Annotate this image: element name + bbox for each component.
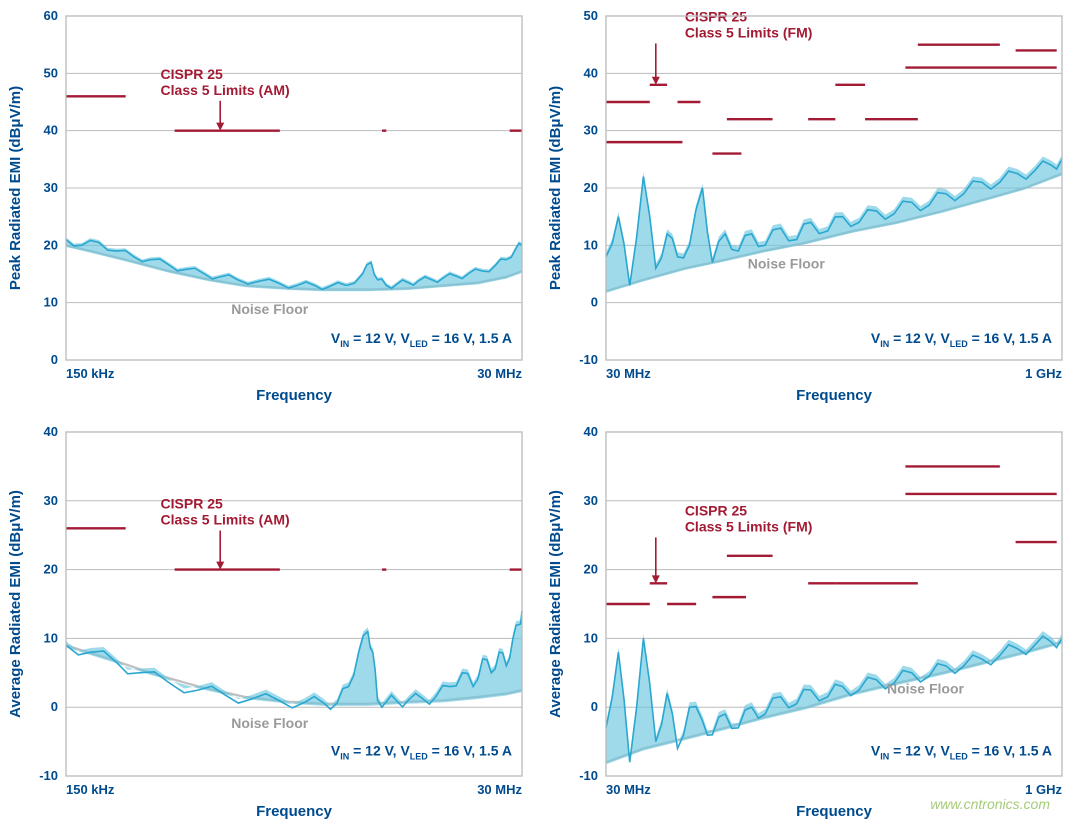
svg-text:10: 10 [44,630,58,645]
svg-text:150 kHz: 150 kHz [66,366,115,381]
svg-text:-10: -10 [39,768,58,783]
svg-text:Noise Floor: Noise Floor [887,680,965,696]
svg-text:50: 50 [584,8,598,23]
svg-text:0: 0 [591,699,598,714]
svg-text:Class 5 Limits (FM): Class 5 Limits (FM) [685,24,813,40]
panel-tl: 0 10 20 30 40 50 60 CISPR 25Class 5 Limits (AM)… [0,0,540,416]
svg-text:Peak Radiated EMI (dBμV/m): Peak Radiated EMI (dBμV/m) [7,86,24,290]
svg-text:1 GHz: 1 GHz [1025,782,1062,797]
panel-br: -10 0 10 20 30 40 CISPR 25Class 5 Limits (FM) N… [540,416,1080,832]
svg-text:40: 40 [44,123,58,138]
svg-text:Average Radiated EMI (dBμV/m): Average Radiated EMI (dBμV/m) [7,490,24,718]
svg-text:20: 20 [584,562,598,577]
svg-text:Frequency: Frequency [796,387,873,404]
svg-text:CISPR 25: CISPR 25 [685,502,747,518]
svg-text:10: 10 [44,295,58,310]
svg-text:10: 10 [584,237,598,252]
svg-text:30: 30 [584,493,598,508]
svg-text:Frequency: Frequency [256,803,333,820]
svg-text:Noise Floor: Noise Floor [748,255,826,271]
svg-text:Peak Radiated EMI (dBμV/m): Peak Radiated EMI (dBμV/m) [547,86,564,290]
svg-text:1 GHz: 1 GHz [1025,366,1062,381]
svg-text:30 MHz: 30 MHz [606,366,651,381]
svg-text:Average Radiated EMI (dBμV/m): Average Radiated EMI (dBμV/m) [547,490,564,718]
svg-text:30: 30 [44,493,58,508]
svg-text:30: 30 [44,180,58,195]
svg-text:20: 20 [44,562,58,577]
svg-text:60: 60 [44,8,58,23]
svg-text:CISPR 25: CISPR 25 [161,66,223,82]
svg-text:0: 0 [51,699,58,714]
svg-text:Frequency: Frequency [796,803,873,820]
svg-text:Frequency: Frequency [256,387,333,404]
svg-text:CISPR 25: CISPR 25 [161,496,223,512]
svg-text:20: 20 [584,180,598,195]
svg-text:0: 0 [591,295,598,310]
svg-text:20: 20 [44,237,58,252]
svg-text:Class 5 Limits (AM): Class 5 Limits (AM) [161,512,290,528]
svg-text:Noise Floor: Noise Floor [231,715,309,731]
watermark: www.cntronics.com [930,796,1050,812]
svg-text:30 MHz: 30 MHz [477,366,522,381]
svg-text:-10: -10 [579,352,598,367]
svg-text:30: 30 [584,123,598,138]
svg-text:30 MHz: 30 MHz [477,782,522,797]
svg-text:40: 40 [584,65,598,80]
svg-text:40: 40 [584,424,598,439]
svg-text:30 MHz: 30 MHz [606,782,651,797]
svg-text:150 kHz: 150 kHz [66,782,115,797]
svg-text:Class 5 Limits (AM): Class 5 Limits (AM) [161,82,290,98]
svg-text:Class 5 Limits (FM): Class 5 Limits (FM) [685,518,813,534]
panel-bl: -10 0 10 20 30 40 CISPR 25Class 5 Limits (AM) N… [0,416,540,832]
figure-grid: 0102030405060CISPR 25Class 5 Limits (AM)… [0,0,1080,832]
svg-text:0: 0 [51,352,58,367]
svg-text:40: 40 [44,424,58,439]
svg-text:10: 10 [584,630,598,645]
svg-text:50: 50 [44,65,58,80]
panel-tr: -1001020304050CISPR 25Class 5 Limits (FM… [540,0,1080,416]
svg-text:Noise Floor: Noise Floor [231,301,309,317]
svg-text:-10: -10 [579,768,598,783]
